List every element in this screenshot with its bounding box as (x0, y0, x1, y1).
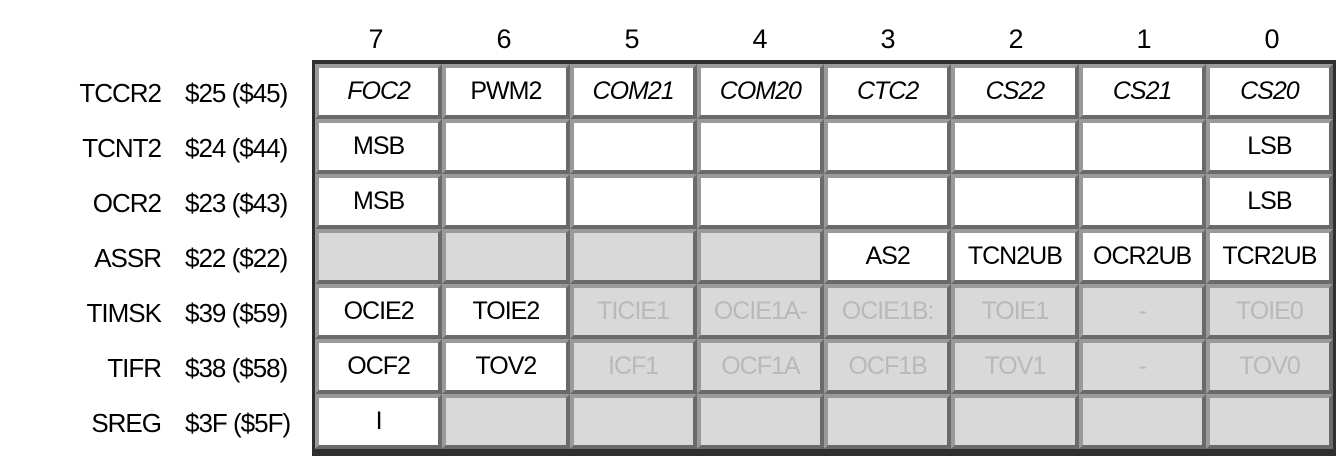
register-row-sreg: I (315, 394, 1333, 449)
register-name: TIFR (107, 353, 162, 383)
bit-cell: MSB (315, 174, 443, 229)
bit-cell: I (315, 394, 443, 449)
bit-number-header: 7 6 5 4 3 2 1 0 (312, 22, 1336, 56)
bit-cell: FOC2 (315, 64, 443, 119)
bit-cell: OCF2 (315, 339, 443, 394)
bit-cell: CTC2 (824, 64, 952, 119)
bit-cell: TOV1 (951, 339, 1079, 394)
bit-number: 6 (496, 24, 512, 54)
bit-cell (824, 174, 952, 229)
register-address: $23 ($43) (185, 188, 288, 218)
bit-cell (696, 229, 824, 284)
register-label-tcnt2: TCNT2 $24 ($44) (0, 121, 312, 176)
bit-cell: TOIE0 (1205, 284, 1333, 339)
register-row-tccr2: FOC2 PWM2 COM21 COM20 CTC2 CS22 CS21 CS2… (315, 64, 1333, 119)
bit-cell: - (1078, 339, 1206, 394)
bit-cell: CS22 (951, 64, 1079, 119)
bit-cell (824, 119, 952, 174)
bit-cell (1078, 174, 1206, 229)
register-label-tccr2: TCCR2 $25 ($45) (0, 66, 312, 121)
bit-cell (1078, 119, 1206, 174)
bit-cell: CS21 (1078, 64, 1206, 119)
bit-number: 0 (1264, 24, 1280, 54)
bit-cell: OCF1A (696, 339, 824, 394)
bit-cell (951, 174, 1079, 229)
register-label-timsk: TIMSK $39 ($59) (0, 286, 312, 341)
register-address: $24 ($44) (185, 133, 288, 163)
register-name: TIMSK (86, 298, 162, 328)
bit-cell (569, 229, 697, 284)
register-address: $25 ($45) (185, 78, 288, 108)
bit-cell: MSB (315, 119, 443, 174)
bit-cell: TOIE1 (951, 284, 1079, 339)
bit-cell: OCIE1A- (696, 284, 824, 339)
register-labels: TCCR2 $25 ($45) TCNT2 $24 ($44) OCR2 $23… (0, 66, 312, 451)
bit-cell: CS20 (1205, 64, 1333, 119)
bit-cell (569, 394, 697, 449)
register-row-tcnt2: MSB LSB (315, 119, 1333, 174)
register-row-assr: AS2 TCN2UB OCR2UB TCR2UB (315, 229, 1333, 284)
bit-number: 5 (624, 24, 640, 54)
bit-cell (569, 119, 697, 174)
register-row-timsk: OCIE2 TOIE2 TICIE1 OCIE1A- OCIE1B: TOIE1… (315, 284, 1333, 339)
bit-cell (1078, 394, 1206, 449)
bit-cell: LSB (1205, 174, 1333, 229)
bit-cell: ICF1 (569, 339, 697, 394)
bit-cell (442, 394, 570, 449)
register-name: SREG (91, 408, 162, 438)
bit-cell (315, 229, 443, 284)
register-row-tifr: OCF2 TOV2 ICF1 OCF1A OCF1B TOV1 - TOV0 (315, 339, 1333, 394)
bit-cell (442, 174, 570, 229)
bit-cell: - (1078, 284, 1206, 339)
bit-number: 2 (1008, 24, 1024, 54)
bit-cell: PWM2 (442, 64, 570, 119)
register-name: OCR2 (92, 188, 162, 218)
bit-cell: TICIE1 (569, 284, 697, 339)
register-label-tifr: TIFR $38 ($58) (0, 341, 312, 396)
register-name: TCNT2 (82, 133, 162, 163)
register-name: ASSR (94, 243, 162, 273)
bit-cell (696, 394, 824, 449)
bit-cell: TCR2UB (1205, 229, 1333, 284)
bit-number: 3 (880, 24, 896, 54)
bit-cell (442, 119, 570, 174)
register-address: $39 ($59) (185, 298, 288, 328)
register-label-ocr2: OCR2 $23 ($43) (0, 176, 312, 231)
bit-cell (696, 174, 824, 229)
bit-cell: TOV2 (442, 339, 570, 394)
bit-cell: LSB (1205, 119, 1333, 174)
bit-cell (569, 174, 697, 229)
bit-cell: COM20 (696, 64, 824, 119)
bit-cell: TOIE2 (442, 284, 570, 339)
bit-cell (824, 394, 952, 449)
bit-cell: OCF1B (824, 339, 952, 394)
register-label-sreg: SREG $3F ($5F) (0, 396, 312, 451)
register-row-ocr2: MSB LSB (315, 174, 1333, 229)
register-address: $38 ($58) (185, 353, 288, 383)
bit-cell (1205, 394, 1333, 449)
bit-cell: OCIE1B: (824, 284, 952, 339)
bit-cell: TOV0 (1205, 339, 1333, 394)
bit-cell (951, 394, 1079, 449)
bit-number: 4 (752, 24, 768, 54)
register-label-assr: ASSR $22 ($22) (0, 231, 312, 286)
bit-cell: COM21 (569, 64, 697, 119)
register-address: $22 ($22) (185, 243, 288, 273)
register-bit-grid: FOC2 PWM2 COM21 COM20 CTC2 CS22 CS21 CS2… (312, 60, 1336, 456)
register-name: TCCR2 (79, 78, 162, 108)
bit-cell (442, 229, 570, 284)
bit-cell: OCR2UB (1078, 229, 1206, 284)
bit-cell: OCIE2 (315, 284, 443, 339)
bit-number: 1 (1136, 24, 1152, 54)
bit-cell: AS2 (824, 229, 952, 284)
bit-cell (696, 119, 824, 174)
bit-number: 7 (368, 24, 384, 54)
register-address: $3F ($5F) (185, 408, 291, 438)
bit-cell (951, 119, 1079, 174)
bit-cell: TCN2UB (951, 229, 1079, 284)
